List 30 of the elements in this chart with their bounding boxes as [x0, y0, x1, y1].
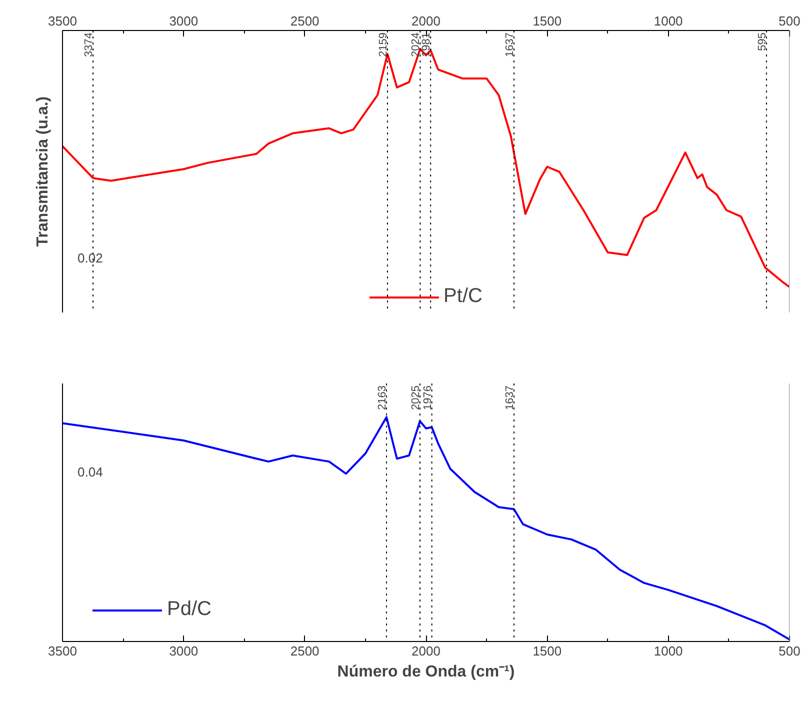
x-tick-label: 2500	[290, 14, 320, 28]
annotation: 0.02	[78, 250, 103, 266]
x-tick-label: 500	[778, 644, 800, 658]
ref-line-label: 2025	[410, 385, 422, 410]
x-tick-label: 3500	[48, 14, 77, 28]
x-tick-label: 1000	[654, 644, 683, 658]
x-tick-label: 3500	[48, 644, 77, 658]
ref-line-label: 2159	[377, 32, 390, 57]
x-tick-label: 3000	[169, 644, 198, 658]
y-axis-title: Transmitancia (u.a.)	[34, 96, 52, 247]
ref-line-label: 2163	[376, 385, 388, 410]
ref-line-label: 2024	[410, 32, 422, 57]
x-tick-label: 3000	[169, 14, 198, 28]
annotation: 0.04	[78, 464, 103, 480]
ref-line-label: 1637	[504, 385, 516, 410]
ref-line-label: 1981	[420, 32, 433, 57]
x-tick-label: 2000	[412, 644, 440, 658]
x-axis-title: Número de Onda (cm⁻¹)	[337, 664, 515, 680]
legend-label: Pd/C	[167, 598, 212, 621]
ref-line-label: 1637	[504, 32, 516, 57]
x-tick-label: 1500	[532, 14, 562, 28]
x-tick-label: 1000	[654, 14, 683, 28]
x-tick-label: 2000	[412, 14, 440, 28]
x-tick-label: 1500	[532, 644, 562, 658]
x-tick-label: 2500	[290, 644, 320, 658]
ref-line-label: 1976	[422, 385, 434, 410]
ref-line-label: 3374	[83, 32, 96, 57]
ref-line-label: 595	[756, 32, 768, 51]
x-tick-label: 500	[778, 14, 800, 28]
legend-label: Pt/C	[444, 285, 482, 308]
